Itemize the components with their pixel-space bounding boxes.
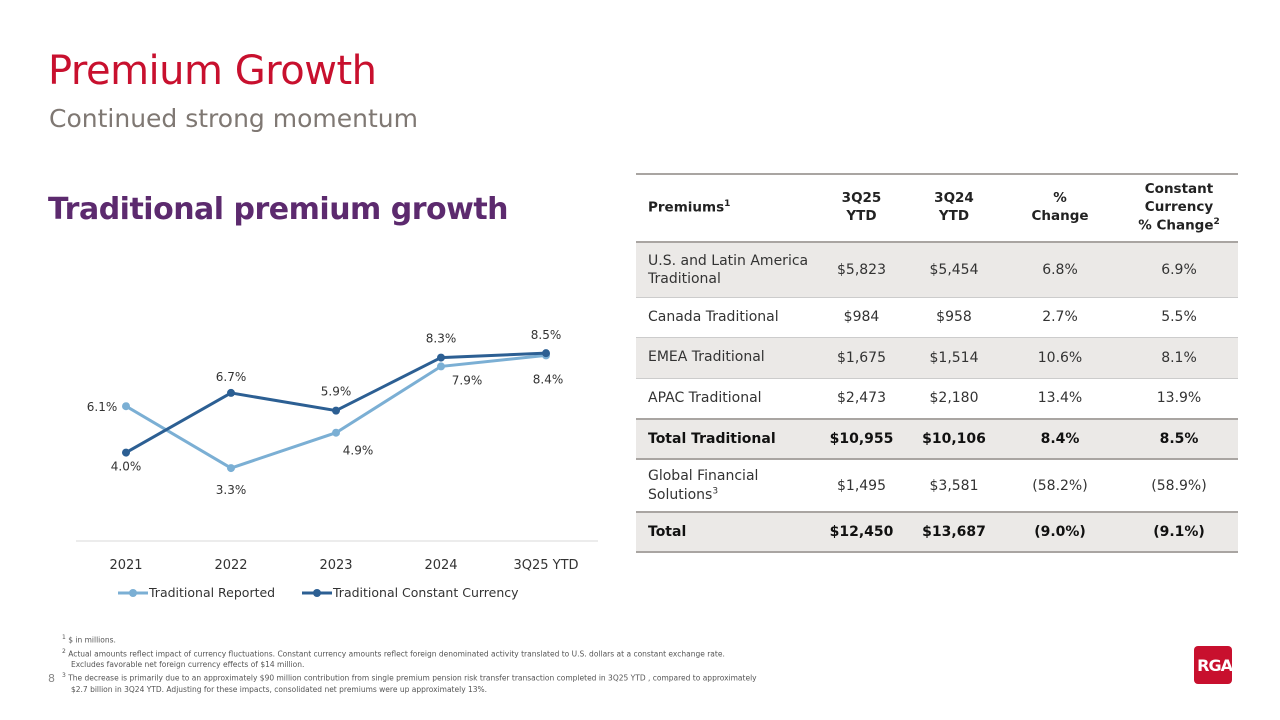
data-label: 8.5% <box>531 328 562 342</box>
table-cell: $1,675 <box>815 337 908 379</box>
row-label: Canada Traditional <box>636 297 815 338</box>
table-cell: 8.5% <box>1120 418 1238 460</box>
rga-logo: RGA <box>1194 646 1232 684</box>
data-point <box>332 428 340 437</box>
table-cell: 10.6% <box>1000 337 1120 379</box>
table-cell: 5.5% <box>1120 297 1238 338</box>
table-cell: (9.1%) <box>1120 511 1238 553</box>
table-cell: 8.1% <box>1120 337 1238 379</box>
table-cell: $2,473 <box>815 378 908 420</box>
legend-swatch-marker <box>313 589 321 597</box>
table-cell: 8.4% <box>1000 418 1120 460</box>
legend-label: Traditional Reported <box>148 585 275 600</box>
table-row: U.S. and Latin America Traditional $5,823… <box>636 242 1238 298</box>
data-point <box>437 362 445 371</box>
series-line-1 <box>125 351 547 454</box>
legend-label: Traditional Constant Currency <box>332 585 519 600</box>
page-number: 8 <box>48 672 55 685</box>
table-cell: 6.9% <box>1120 242 1238 298</box>
data-point <box>332 406 340 415</box>
legend-swatch-marker <box>129 589 137 597</box>
x-tick-label: 2022 <box>214 558 247 573</box>
row-label: EMEA Traditional <box>636 337 815 379</box>
page-title: Premium Growth <box>48 48 377 94</box>
table-cell: (9.0%) <box>1000 511 1120 553</box>
table-cell: $1,495 <box>815 459 908 513</box>
table-cell: 2.7% <box>1000 297 1120 338</box>
column-header: % Change <box>1000 173 1120 243</box>
data-label: 4.0% <box>111 460 142 474</box>
data-point <box>122 448 130 457</box>
data-point <box>437 353 445 362</box>
x-tick-label: 2023 <box>319 558 352 573</box>
premiums-table: Premiums1 3Q25 YTD 3Q24 YTD% Change Constant Cu… <box>636 173 1238 553</box>
table-row: Global Financial Solutions3 $1,495 $3,581(… <box>636 459 1238 513</box>
column-header: Constant Currency% Change2 <box>1120 173 1238 243</box>
table-cell: $5,454 <box>908 242 1000 298</box>
footnotes: 1 $ in millions. 2 Actual amounts reflect… <box>62 632 932 695</box>
table-cell: $2,180 <box>908 378 1000 420</box>
table-cell: $12,450 <box>815 511 908 553</box>
row-label: Global Financial Solutions3 <box>636 459 815 513</box>
footnote: 2 Actual amounts reflect impact of curre… <box>62 647 725 659</box>
table-cell: 13.4% <box>1000 378 1120 420</box>
data-label: 6.7% <box>216 370 247 384</box>
data-label: 8.4% <box>533 372 564 386</box>
row-label: APAC Traditional <box>636 378 815 420</box>
table-cell: (58.2%) <box>1000 459 1120 513</box>
x-tick-label: 2021 <box>109 558 142 573</box>
data-point <box>227 388 235 397</box>
table-row: Canada Traditional $984 $958 2.7% 5.5% <box>636 297 1238 338</box>
page-subtitle: Continued strong momentum <box>49 104 418 133</box>
data-point <box>542 349 550 358</box>
table-row: APAC Traditional $2,473 $2,180 13.4% 13.9% <box>636 378 1238 420</box>
row-label: Total <box>636 511 815 553</box>
chart-heading: Traditional premium growth <box>48 192 509 227</box>
data-label: 8.3% <box>426 332 457 346</box>
table-row: EMEA Traditional $1,675 $1,514 10.6% 8.1% <box>636 337 1238 379</box>
table-cell: 6.8% <box>1000 242 1120 298</box>
data-label: 6.1% <box>87 400 118 414</box>
column-header: Premiums1 <box>636 173 815 243</box>
data-label: 7.9% <box>452 373 483 387</box>
column-header: 3Q25 YTD <box>815 173 908 243</box>
table-cell: (58.9%) <box>1120 459 1238 513</box>
table-cell: $13,687 <box>908 511 1000 553</box>
table-row: Total Traditional $10,955 $10,106 8.4% 8.5% <box>636 418 1238 460</box>
table-cell: $5,823 <box>815 242 908 298</box>
footnote: 1 $ in millions. <box>62 634 116 645</box>
x-tick-label: 2024 <box>424 558 457 573</box>
row-label: U.S. and Latin America Traditional <box>636 242 815 298</box>
table-cell: $1,514 <box>908 337 1000 379</box>
table-header-row: Premiums1 3Q25 YTD 3Q24 YTD% Change Constant Cu… <box>636 173 1238 243</box>
column-header: 3Q24 YTD <box>908 173 1000 243</box>
table-cell: $10,106 <box>908 418 1000 460</box>
data-point <box>122 402 130 411</box>
table-cell: $3,581 <box>908 459 1000 513</box>
data-label: 5.9% <box>321 385 352 399</box>
footnote-continuation: $2.7 billion in 3Q24 YTD. Adjusting for … <box>71 684 488 694</box>
data-label: 4.9% <box>343 444 374 458</box>
table-row: Total $12,450 $13,687 (9.0%) (9.1%) <box>636 511 1238 553</box>
table-cell: $10,955 <box>815 418 908 460</box>
x-tick-label: 3Q25 YTD <box>513 558 578 573</box>
table-cell: $984 <box>815 297 908 338</box>
footnote-continuation: Excludes favorable net foreign currency … <box>71 660 305 669</box>
data-label: 3.3% <box>216 483 247 497</box>
table-cell: 13.9% <box>1120 378 1238 420</box>
line-chart: 2021 2022 2023 2024 3Q25 YTD 6.1% 3.3% 4.9% 7.9%… <box>76 328 598 600</box>
row-label: Total Traditional <box>636 418 815 460</box>
table-cell: $958 <box>908 297 1000 338</box>
footnote: 3 The decrease is primarily due to an ap… <box>62 672 757 683</box>
data-point <box>227 464 235 473</box>
